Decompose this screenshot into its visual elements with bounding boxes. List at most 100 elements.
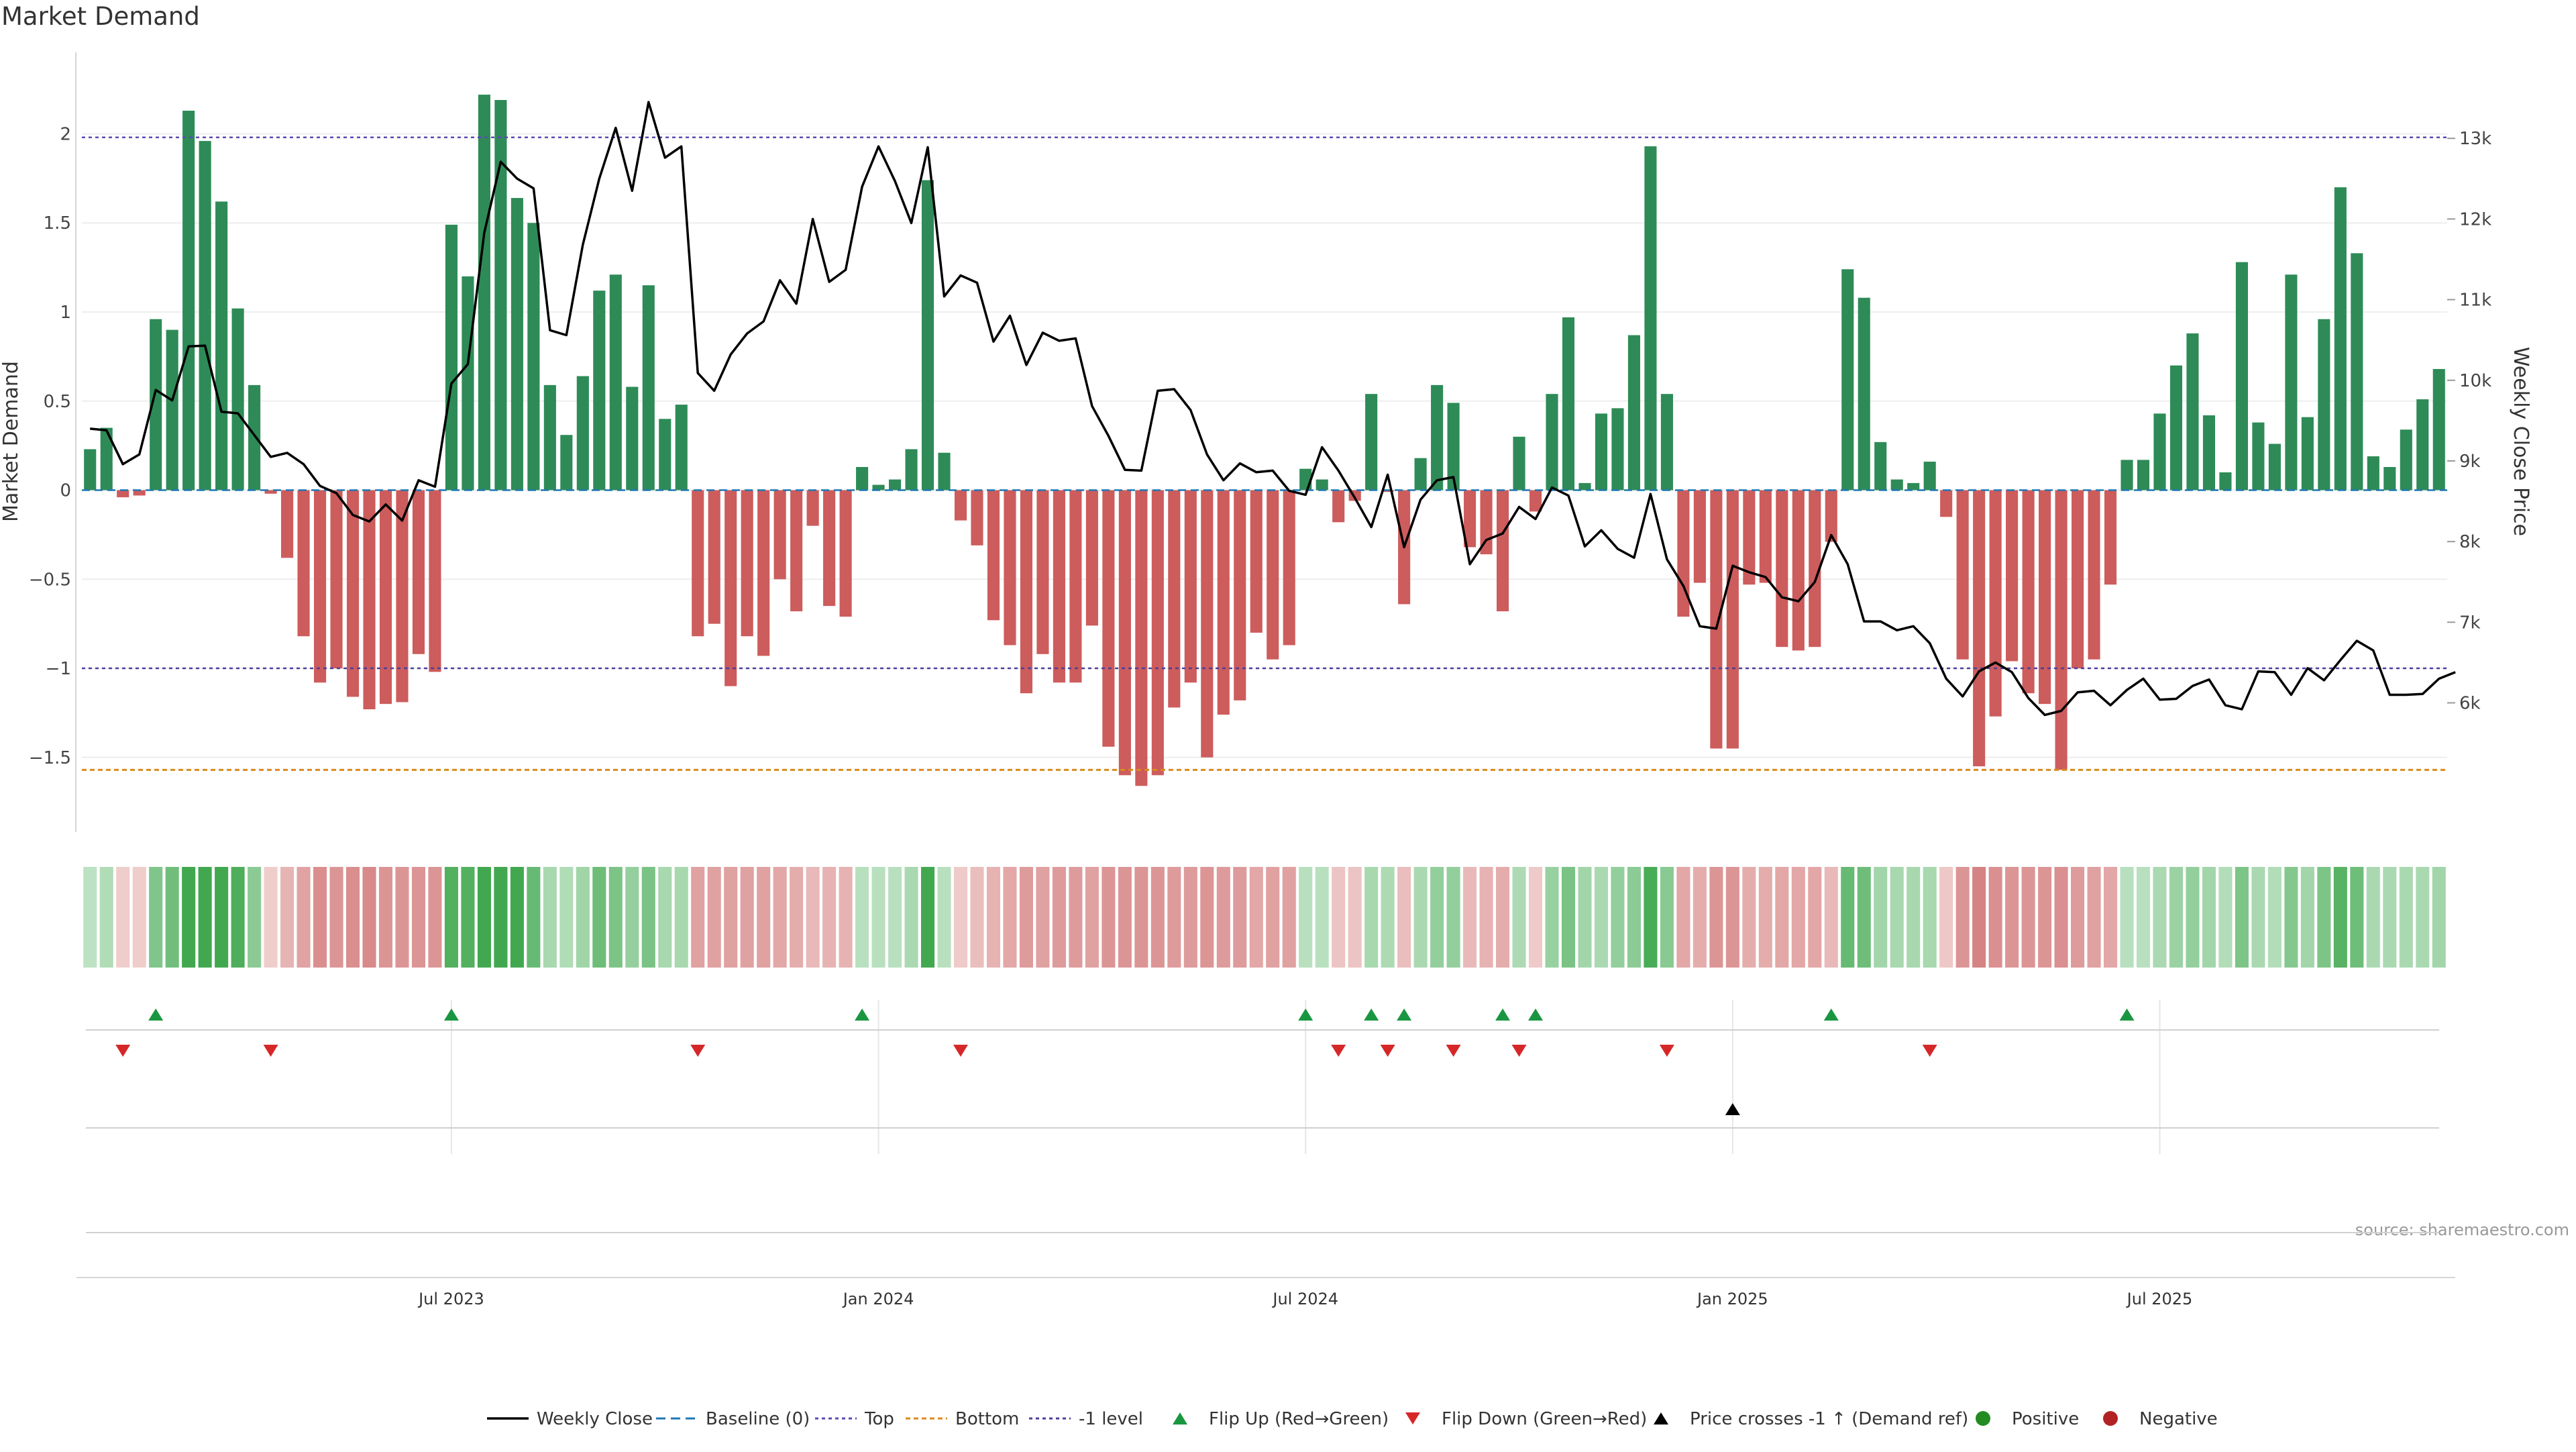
right-tick-label: 6k	[2459, 694, 2481, 714]
demand-bar	[1890, 479, 1903, 490]
heat-strip-cell	[608, 867, 623, 968]
heat-strip-cell	[2103, 867, 2118, 968]
heat-strip-cell	[313, 867, 327, 968]
demand-bar	[1627, 335, 1640, 490]
demand-bar	[921, 180, 934, 490]
heat-strip-cell	[1397, 867, 1411, 968]
heat-strip-cell	[2054, 867, 2068, 968]
heat-strip-cell	[1019, 867, 1033, 968]
heat-strip-cell	[1627, 867, 1641, 968]
left-tick-label: 1.5	[44, 213, 71, 234]
demand-bar	[166, 329, 178, 490]
demand-bar	[2432, 368, 2445, 490]
right-tick-label: 7k	[2459, 613, 2481, 633]
heat-strip-cell	[1988, 867, 2002, 968]
heat-strip-cell	[658, 867, 672, 968]
legend-label: Flip Down (Green→Red)	[1442, 1409, 1647, 1429]
demand-bar	[1611, 408, 1624, 490]
flip-down-marker	[1380, 1045, 1395, 1057]
heat-strip-cell	[1693, 867, 1707, 968]
demand-bar	[1956, 490, 1969, 660]
legend-label: Baseline (0)	[706, 1409, 810, 1429]
heat-strip-cell	[1923, 867, 1937, 968]
heat-strip-cell	[2136, 867, 2151, 968]
legend-swatch-up-triangle	[1654, 1412, 1668, 1424]
flip-down-marker	[1446, 1045, 1461, 1057]
demand-bar	[2104, 490, 2117, 585]
heat-strip-cell	[888, 867, 902, 968]
heat-strip-cell	[1907, 867, 1921, 968]
demand-bar	[1151, 490, 1164, 776]
demand-bar	[856, 467, 869, 490]
demand-bar	[839, 490, 852, 617]
demand-bar	[1743, 490, 1756, 585]
demand-bar	[330, 490, 343, 669]
heat-strip-cell	[527, 867, 541, 968]
reference-lines	[82, 136, 2447, 771]
legend-label: Positive	[2012, 1409, 2079, 1429]
heat-strip-cell	[822, 867, 837, 968]
heat-strip-cell	[1496, 867, 1510, 968]
demand-bar	[1004, 490, 1016, 645]
demand-bar	[724, 490, 737, 686]
demand-bar	[1168, 490, 1181, 708]
demand-bar	[2367, 456, 2379, 490]
demand-bar	[1825, 490, 1837, 542]
heat-strip-cell	[2432, 867, 2446, 968]
demand-bar	[2072, 490, 2084, 669]
legend-label: Price crosses -1 ↑ (Demand ref)	[1690, 1409, 1968, 1429]
heat-strip-cell	[1003, 867, 1017, 968]
heat-strip-cell	[2120, 867, 2134, 968]
demand-bar	[2137, 460, 2150, 490]
demand-bar	[445, 224, 458, 490]
heat-strip-cell	[1758, 867, 1772, 968]
demand-bar	[1431, 384, 1444, 490]
demand-bar	[741, 490, 753, 637]
heat-strip-cell	[1709, 867, 1723, 968]
heat-strip-cell	[1611, 867, 1625, 968]
demand-bar	[1595, 413, 1608, 490]
demand-bar	[642, 285, 655, 490]
chart-title: Market Demand	[1, 2, 200, 31]
demand-bar	[905, 449, 918, 490]
demand-bar	[659, 419, 672, 490]
heat-strip-cell	[2202, 867, 2216, 968]
demand-bar	[2400, 429, 2412, 490]
demand-bar	[692, 490, 704, 637]
heat-strip-cell	[2186, 867, 2200, 968]
demand-bar	[1726, 490, 1739, 749]
heat-strip-cell	[904, 867, 918, 968]
demand-bar	[1660, 394, 1673, 490]
demand-bar	[2301, 417, 2314, 490]
demand-bar	[1135, 490, 1148, 786]
heat-strip-cell	[1972, 867, 1986, 968]
demand-bar	[2039, 490, 2051, 705]
demand-bar	[527, 223, 540, 490]
demand-bar	[2235, 262, 2248, 490]
demand-bar	[1234, 490, 1246, 701]
x-tick-label: Jul 2025	[2126, 1290, 2193, 1308]
heat-strip-cell	[477, 867, 491, 968]
heat-strip-cell	[1200, 867, 1214, 968]
demand-bar	[609, 274, 622, 490]
demand-bar	[1759, 490, 1772, 583]
heat-strip-cell	[2169, 867, 2184, 968]
heat-strip-cell	[1676, 867, 1690, 968]
heat-strip-cell	[1841, 867, 1855, 968]
demand-bar	[84, 449, 97, 490]
heat-strip-cell	[1282, 867, 1296, 968]
demand-bar	[1546, 394, 1558, 490]
heat-strip-cell	[1069, 867, 1083, 968]
demand-bar	[1085, 490, 1098, 626]
heat-strip-cell	[970, 867, 984, 968]
legend-label: Flip Up (Red→Green)	[1209, 1409, 1389, 1429]
heat-strip-cell	[1315, 867, 1329, 968]
left-tick-label: −1	[46, 659, 71, 679]
flip-up-marker	[1364, 1008, 1379, 1021]
heat-strip-cell	[345, 867, 360, 968]
heat-strip-cell	[1036, 867, 1050, 968]
heat-strip-cell	[1332, 867, 1346, 968]
demand-bar	[1365, 394, 1378, 490]
demand-bar	[626, 386, 639, 490]
demand-bar	[346, 490, 360, 697]
